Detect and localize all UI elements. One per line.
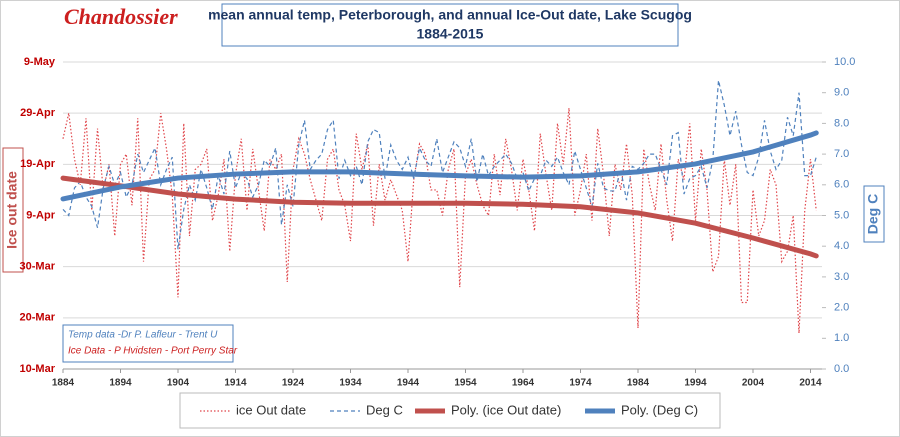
y-label-box (2, 147, 24, 273)
series-line (60, 175, 819, 259)
x-tick-label: 2004 (742, 378, 765, 389)
y-tick-label: 29-Apr (20, 107, 56, 119)
x-tick-label: 1984 (627, 378, 650, 389)
x-tick-label: 1934 (339, 378, 362, 389)
y2-tick-label: 1.0 (834, 332, 849, 344)
legend-label: ice Out date (236, 402, 306, 417)
annotation: Ice Data - P Hvidsten - Port Perry Star (68, 346, 238, 357)
y2-tick-label: 10.0 (834, 56, 855, 68)
y-tick-label: 9-Apr (26, 209, 55, 221)
title-box (221, 3, 679, 47)
x-tick-label: 1964 (512, 378, 535, 389)
y2-axis-label: Deg C (865, 194, 881, 234)
y-axis-label: Ice out date (4, 171, 20, 249)
legend-items: ice Out date Deg C Poly. (ice Out date) Pol… (200, 402, 698, 417)
y-tick-label: 19-Apr (20, 158, 56, 170)
y2-tick-label: 5.0 (834, 209, 849, 221)
x-tick-label: 1944 (397, 378, 420, 389)
y2-tick-label: 3.0 (834, 271, 849, 283)
y2-label-box (863, 185, 885, 243)
plot-area: 10-Mar 20-Mar 30-Mar 9-Apr 19-Apr 29-Apr 9-May… (20, 56, 856, 389)
chart-title: mean annual temp, Peterborough, and annu… (208, 7, 692, 23)
x-tick-label: 1904 (167, 378, 190, 389)
y2-tick-label: 6.0 (834, 179, 849, 191)
legend-label: Poly. (Deg C) (621, 402, 698, 417)
x-tick-label: 1884 (52, 378, 75, 389)
y2-tick-label: 4.0 (834, 240, 849, 252)
series-line (60, 130, 819, 202)
y2-tick-label: 7.0 (834, 148, 849, 160)
y-tick-label: 30-Mar (20, 261, 56, 273)
y2-tick-label: 8.0 (834, 117, 849, 129)
annotation: Temp data -Dr P. Lafleur - Trent U (68, 330, 218, 341)
y2-tick-label: 0.0 (834, 363, 849, 375)
y-tick-label: 20-Mar (20, 312, 56, 324)
x-tick-label: 1994 (684, 378, 707, 389)
legend-label: Deg C (366, 402, 403, 417)
legend (179, 392, 721, 429)
logo: Chandossier (64, 4, 178, 29)
x-tick-label: 2014 (799, 378, 822, 389)
x-tick-label: 1954 (454, 378, 477, 389)
x-tick-label: 1914 (224, 378, 247, 389)
series-line (62, 80, 817, 250)
annotation-box (62, 324, 234, 363)
x-tick-label: 1894 (109, 378, 132, 389)
y-tick-label: 10-Mar (20, 363, 56, 375)
x-tick-label: 1974 (569, 378, 592, 389)
legend-label: Poly. (ice Out date) (451, 402, 561, 417)
chart-subtitle: 1884-2015 (417, 26, 484, 42)
y-tick-label: 9-May (24, 56, 56, 68)
y2-tick-label: 9.0 (834, 87, 849, 99)
y2-tick-label: 2.0 (834, 302, 849, 314)
x-tick-label: 1924 (282, 378, 305, 389)
